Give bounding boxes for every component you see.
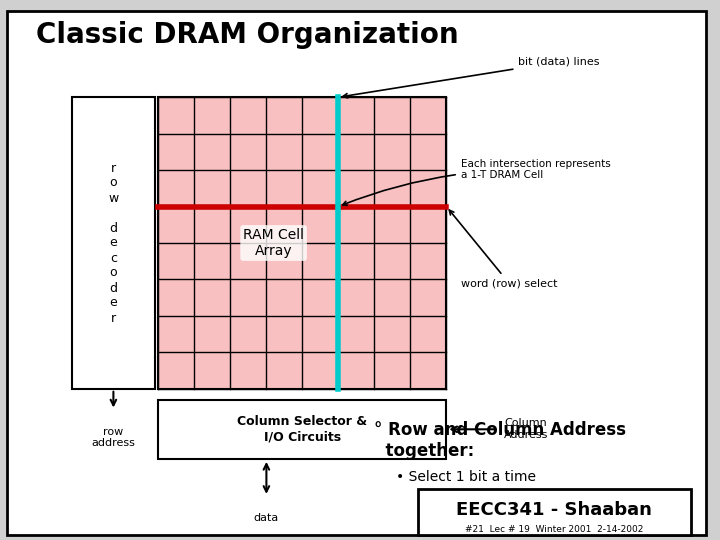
Text: bit (data) lines: bit (data) lines xyxy=(343,57,600,98)
Text: Column Selector &
I/O Circuits: Column Selector & I/O Circuits xyxy=(238,415,367,443)
Text: RAM Cell
Array: RAM Cell Array xyxy=(243,228,304,258)
Text: r
o
w

d
e
c
o
d
e
r: r o w d e c o d e r xyxy=(108,161,119,325)
Text: Column
Address: Column Address xyxy=(504,418,549,440)
Text: #21  Lec # 19  Winter 2001  2-14-2002: #21 Lec # 19 Winter 2001 2-14-2002 xyxy=(465,525,644,534)
Text: • Select 1 bit a time: • Select 1 bit a time xyxy=(396,470,536,484)
Bar xyxy=(418,489,691,535)
Text: data: data xyxy=(253,513,279,523)
Bar xyxy=(158,97,446,389)
Text: EECC341 - Shaaban: EECC341 - Shaaban xyxy=(456,501,652,519)
Bar xyxy=(72,97,155,389)
Text: Classic DRAM Organization: Classic DRAM Organization xyxy=(36,21,459,49)
Text: Each intersection represents
a 1-T DRAM Cell: Each intersection represents a 1-T DRAM … xyxy=(343,159,611,205)
Text: row
address: row address xyxy=(91,427,135,448)
Text: word (row) select: word (row) select xyxy=(449,210,557,288)
Text: ° Row and Column Address
  together:: ° Row and Column Address together: xyxy=(374,421,626,460)
Bar xyxy=(158,400,446,459)
